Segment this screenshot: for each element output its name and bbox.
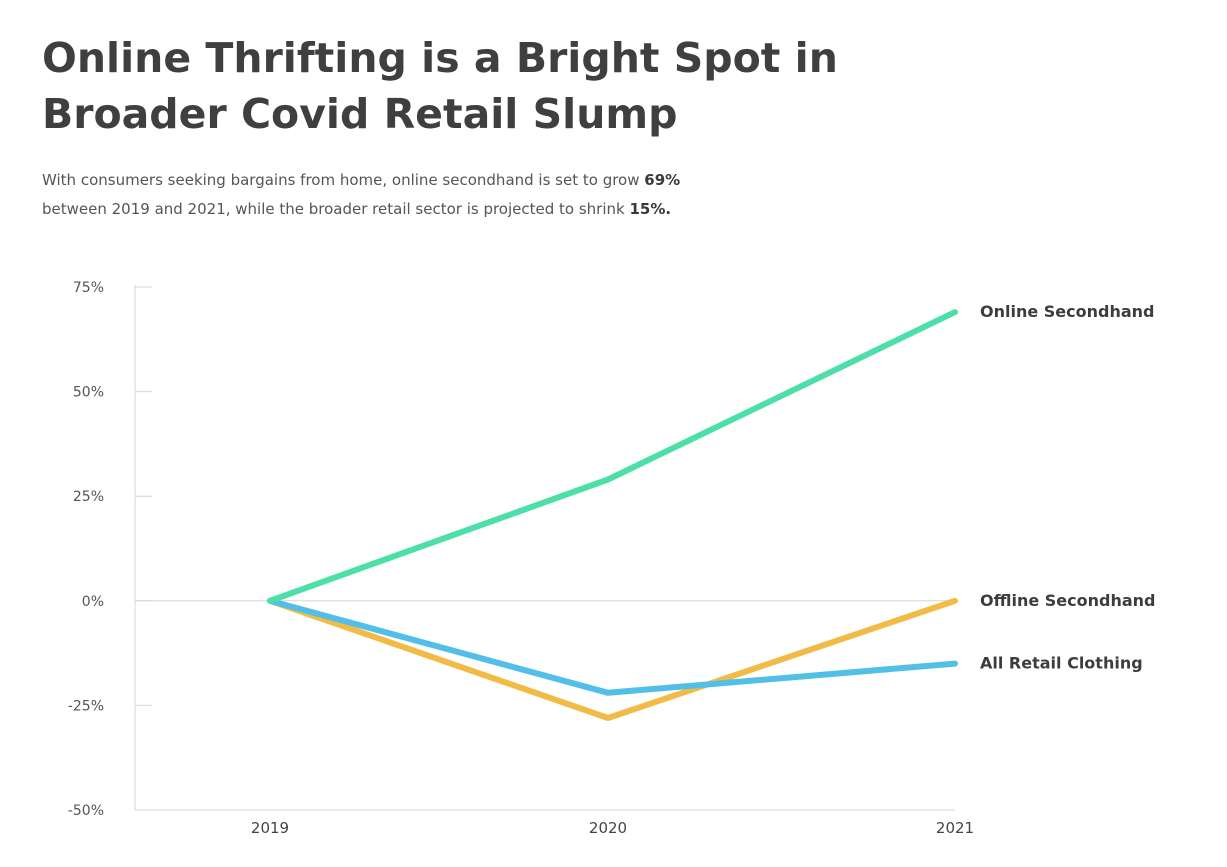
series-line	[267, 309, 958, 604]
x-tick-label: 2019	[251, 819, 289, 837]
chart-title-line-2: Broader Covid Retail Slump	[42, 90, 678, 138]
subtitle-line-1-text: With consumers seeking bargains from hom…	[42, 171, 645, 189]
subtitle-line-1: With consumers seeking bargains from hom…	[42, 166, 942, 195]
series-label: Online Secondhand	[980, 302, 1155, 321]
series-line	[267, 597, 958, 696]
subtitle-line-2: between 2019 and 2021, while the broader…	[42, 195, 942, 224]
y-tick-label: 75%	[73, 280, 104, 296]
x-tick-label: 2021	[936, 819, 974, 837]
series-label: All Retail Clothing	[980, 654, 1143, 673]
chart-subtitle: With consumers seeking bargains from hom…	[42, 166, 942, 224]
series-label: Offline Secondhand	[980, 591, 1155, 610]
y-tick-label: 0%	[82, 594, 104, 610]
series-line	[267, 597, 958, 721]
series-labels: Online Secondhand Offline Secondhand All R…	[980, 302, 1155, 672]
series-lines	[267, 309, 958, 721]
y-tick-label: -25%	[68, 698, 104, 714]
subtitle-line-1-highlight: 69%	[644, 171, 681, 189]
x-tick-label: 2020	[589, 819, 627, 837]
subtitle-line-2-highlight: 15%.	[629, 200, 672, 218]
y-tick-label: -50%	[68, 803, 104, 819]
chart-title: Online Thrifting is a Bright Spot in Bro…	[42, 30, 942, 142]
chart-title-line-1: Online Thrifting is a Bright Spot in	[42, 34, 838, 82]
axes: 75% 50% 25% 0% -25% -50% 2019 2020 2021	[68, 280, 974, 837]
y-tick-label: 50%	[73, 385, 104, 401]
subtitle-line-2-text: between 2019 and 2021, while the broader…	[42, 200, 630, 218]
y-tick-label: 25%	[73, 489, 104, 505]
